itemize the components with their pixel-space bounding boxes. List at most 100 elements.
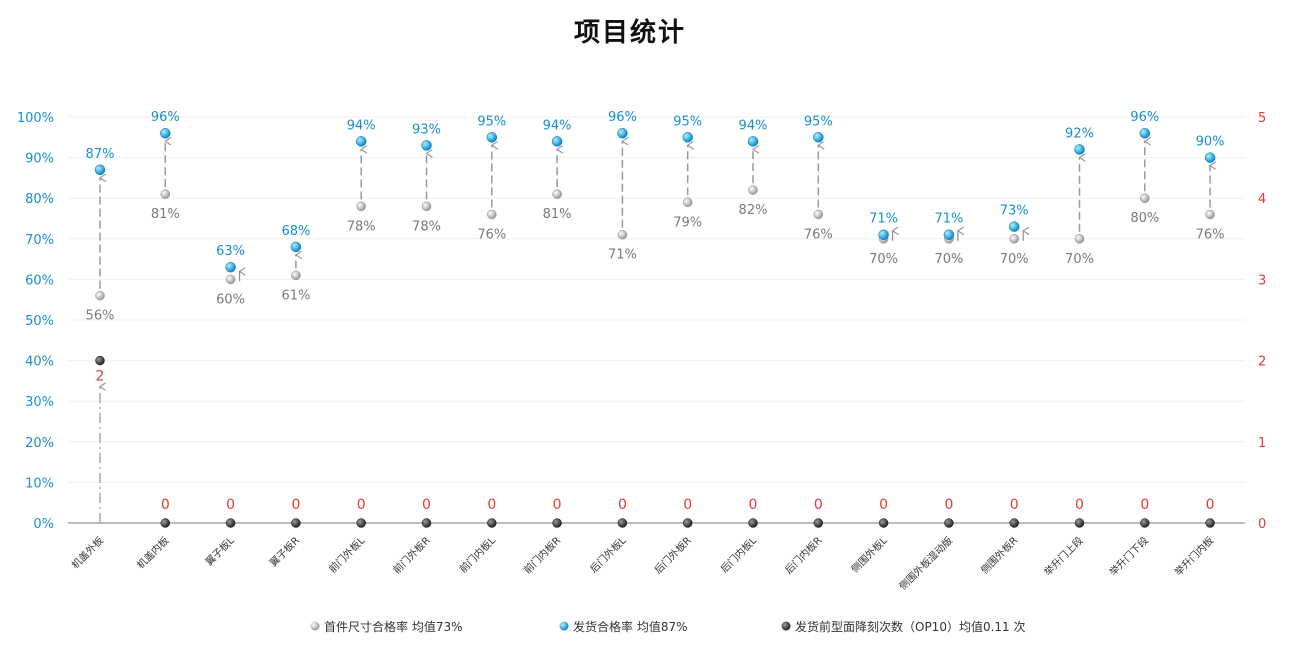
downtime-point: [487, 518, 497, 528]
shipping-pass-point: [94, 164, 106, 176]
downtime-point: [160, 518, 171, 528]
shipping-pass-point: [160, 127, 171, 139]
downtime-label: 0: [749, 497, 758, 513]
shipping-pass-point: [878, 229, 889, 240]
y-left-tick-label: 80%: [25, 192, 54, 207]
first-pass-label: 81%: [543, 207, 572, 222]
shipping-pass-point: [1204, 152, 1216, 163]
x-tick-label: 翼子板R: [267, 534, 302, 569]
shipping-pass-point: [617, 127, 628, 139]
y-left-tick-label: 0%: [33, 517, 54, 532]
downtime-label: 0: [553, 497, 562, 513]
first-pass-point: [356, 201, 366, 212]
shipping-pass-label: 95%: [477, 114, 506, 129]
downtime-label: 0: [683, 497, 692, 513]
legend-marker: [781, 621, 791, 631]
shipping-pass-label: 90%: [1196, 135, 1225, 150]
downtime-point: [1009, 518, 1019, 528]
downtime-point: [1074, 518, 1085, 528]
grid-layer: [68, 116, 1245, 483]
first-pass-label: 70%: [1065, 252, 1094, 267]
legend-item: 发货合格率 均值87%: [559, 619, 688, 634]
shipping-pass-label: 68%: [281, 224, 310, 239]
downtime-label: 0: [1075, 497, 1084, 513]
shipping-pass-label: 71%: [869, 212, 898, 227]
downtime-label: 0: [618, 497, 627, 513]
downtime-point: [95, 355, 105, 366]
x-tick-label: 举升门内板: [1172, 534, 1217, 579]
shipping-pass-label: 95%: [804, 114, 833, 129]
downtime-point: [225, 518, 236, 528]
first-pass-point: [748, 185, 758, 195]
shipping-pass-point: [355, 136, 367, 147]
x-tick-label: 前门内板R: [521, 534, 563, 576]
first-pass-label: 71%: [608, 248, 637, 263]
downtime-label: 0: [487, 497, 496, 513]
y-right-tick-label: 2: [1258, 355, 1266, 370]
shipping-pass-label: 94%: [739, 118, 768, 133]
x-tick-label: 前门外板L: [326, 534, 368, 576]
x-tick-label: 翼子板L: [202, 534, 237, 569]
downtime-point: [878, 518, 889, 528]
x-tick-label: 后门内板R: [782, 534, 824, 576]
first-pass-point: [617, 229, 628, 240]
downtime-point: [617, 518, 628, 528]
downtime-point: [1140, 518, 1150, 528]
shipping-pass-label: 92%: [1065, 126, 1094, 141]
shipping-pass-label: 94%: [347, 118, 376, 133]
downtime-label: 0: [879, 497, 888, 513]
marker-layer: [94, 127, 1216, 528]
x-tick-label: 机盖内板: [134, 534, 171, 571]
first-pass-point: [552, 189, 562, 199]
downtime-point: [552, 518, 562, 528]
shipping-pass-point: [290, 241, 302, 253]
downtime-point: [944, 518, 954, 528]
y-left-tick-label: 30%: [25, 395, 54, 410]
x-tick-label: 举升门下段: [1106, 534, 1151, 579]
shipping-pass-point: [813, 132, 824, 143]
shipping-pass-point: [1074, 144, 1085, 155]
legend-marker: [559, 621, 569, 631]
y-left-tick-label: 100%: [17, 111, 54, 126]
first-pass-label: 76%: [1196, 227, 1225, 242]
legend-item: 首件尺寸合格率 均值73%: [310, 619, 463, 634]
downtime-label: 0: [814, 497, 823, 513]
downtime-label: 0: [422, 497, 431, 513]
y-left-tick-label: 10%: [25, 476, 54, 491]
shipping-pass-point: [551, 136, 563, 147]
x-tick-label: 后门内板L: [718, 534, 760, 576]
downtime-label: 0: [1140, 497, 1149, 513]
shipping-pass-point: [1008, 221, 1020, 232]
connector-layer: [100, 141, 1210, 523]
chart-title: 项目统计: [573, 18, 686, 48]
shipping-pass-point: [682, 132, 693, 143]
legend-label: 发货前型面降刻次数（OP10）均值0.11 次: [795, 619, 1026, 634]
first-pass-label: 70%: [1000, 252, 1029, 267]
first-pass-label: 78%: [347, 219, 376, 234]
legend: 首件尺寸合格率 均值73% 发货合格率 均值87% 发货前型面降刻次数（OP10）均…: [310, 619, 1026, 634]
y-left-tick-label: 70%: [25, 233, 54, 248]
x-tick-label: 侧围外板L: [848, 534, 890, 576]
first-pass-point: [95, 290, 105, 301]
first-pass-point: [1140, 193, 1150, 203]
shipping-pass-label: 96%: [608, 110, 637, 125]
first-pass-label: 61%: [281, 288, 310, 303]
downtime-label: 0: [357, 497, 366, 513]
shipping-pass-label: 87%: [86, 147, 115, 162]
downtime-label: 0: [291, 497, 300, 513]
shipping-pass-label: 96%: [1130, 110, 1159, 125]
downtime-label: 0: [1206, 497, 1215, 513]
shipping-pass-label: 94%: [543, 118, 572, 133]
downtime-label: 0: [944, 497, 953, 513]
first-pass-label: 70%: [934, 252, 963, 267]
x-tick-label: 前门内板L: [457, 534, 499, 576]
shipping-pass-point: [943, 229, 955, 240]
y-left-tick-label: 20%: [25, 436, 54, 451]
legend-item: 发货前型面降刻次数（OP10）均值0.11 次: [781, 619, 1026, 634]
first-pass-point: [1205, 209, 1215, 220]
y-right-tick-label: 3: [1258, 273, 1266, 288]
x-tick-label: 后门外板R: [651, 534, 693, 576]
legend-marker: [310, 621, 320, 631]
x-tick-label: 后门外板L: [587, 534, 629, 576]
